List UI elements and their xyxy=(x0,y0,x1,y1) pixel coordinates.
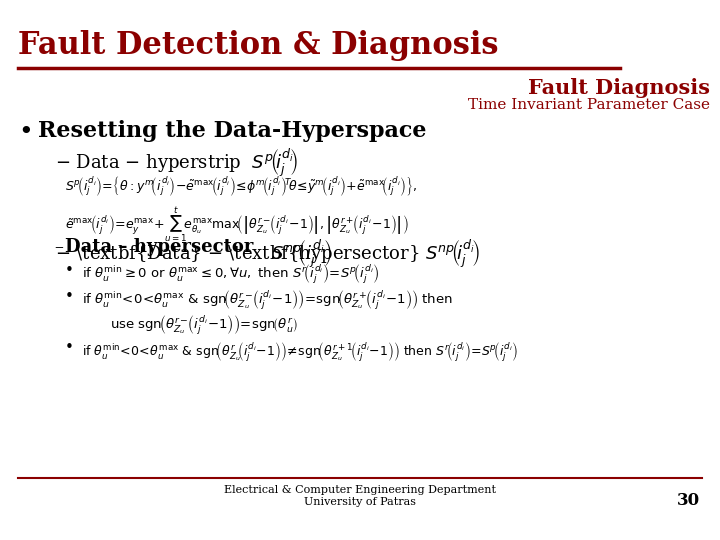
Text: •: • xyxy=(65,289,74,304)
Text: if $\theta^{\min}_{u}\!<\!0\!<\!\theta^{\max}_{u}$ & $\mathrm{sgn}\!\left(\theta: if $\theta^{\min}_{u}\!<\!0\!<\!\theta^{… xyxy=(82,289,453,312)
Text: $S^p\!\left(i^{d_i}_{j}\right)\!=\!\left\{\theta : y^m\!\left(i^{d_i}_{j}\right): $S^p\!\left(i^{d_i}_{j}\right)\!=\!\left… xyxy=(65,174,417,198)
Text: $S^{np}\!\left(i^{d_i}_{j}\right)$: $S^{np}\!\left(i^{d_i}_{j}\right)$ xyxy=(260,238,332,269)
Text: use $\mathrm{sgn}\!\left(\theta^{r-}_{Z_u}\!\left(i^{d_i}_{j}\!-\!1\right)\right: use $\mathrm{sgn}\!\left(\theta^{r-}_{Z_… xyxy=(110,314,298,337)
Text: Fault Diagnosis: Fault Diagnosis xyxy=(528,78,710,98)
Text: $\tilde{e}^{\max}\!\left(i^{d_i}_{j}\right)\!=\!e^{\max}_{y}\!+\!\sum_{u=1}^{t}\: $\tilde{e}^{\max}\!\left(i^{d_i}_{j}\rig… xyxy=(65,205,408,244)
Text: •: • xyxy=(18,120,32,144)
Text: 30: 30 xyxy=(677,492,700,509)
Text: Electrical & Computer Engineering Department
University of Patras: Electrical & Computer Engineering Depart… xyxy=(224,485,496,507)
Text: Data – hypersector: Data – hypersector xyxy=(65,238,253,256)
Text: Fault Detection & Diagnosis: Fault Detection & Diagnosis xyxy=(18,30,498,61)
Text: Resetting the Data-Hyperspace: Resetting the Data-Hyperspace xyxy=(38,120,426,142)
Text: •: • xyxy=(65,263,74,278)
Text: –: – xyxy=(55,238,70,256)
Text: $-$ \textbf{Data} $-$ \textbf{hypersector} $S^{np}\!\left(\!i^{d_i}_{j}\!\right): $-$ \textbf{Data} $-$ \textbf{hypersecto… xyxy=(55,238,480,269)
Text: if $\theta^{\min}_{u} \geq 0$ or $\theta^{\max}_{u} \leq 0, \forall u,$ then $S^: if $\theta^{\min}_{u} \geq 0$ or $\theta… xyxy=(82,263,379,286)
Text: if $\theta^{\min}_{u}\!<\!0\!<\!\theta^{\max}_{u}$ & $\mathrm{sgn}\!\left(\theta: if $\theta^{\min}_{u}\!<\!0\!<\!\theta^{… xyxy=(82,340,518,363)
Text: Time Invariant Parameter Case: Time Invariant Parameter Case xyxy=(468,98,710,112)
Text: •: • xyxy=(65,340,74,355)
Text: $-$ Data $-$ hyperstrip  $S^p\!\left(\!i^{d_i}_{j}\!\right)$: $-$ Data $-$ hyperstrip $S^p\!\left(\!i^… xyxy=(55,147,299,179)
